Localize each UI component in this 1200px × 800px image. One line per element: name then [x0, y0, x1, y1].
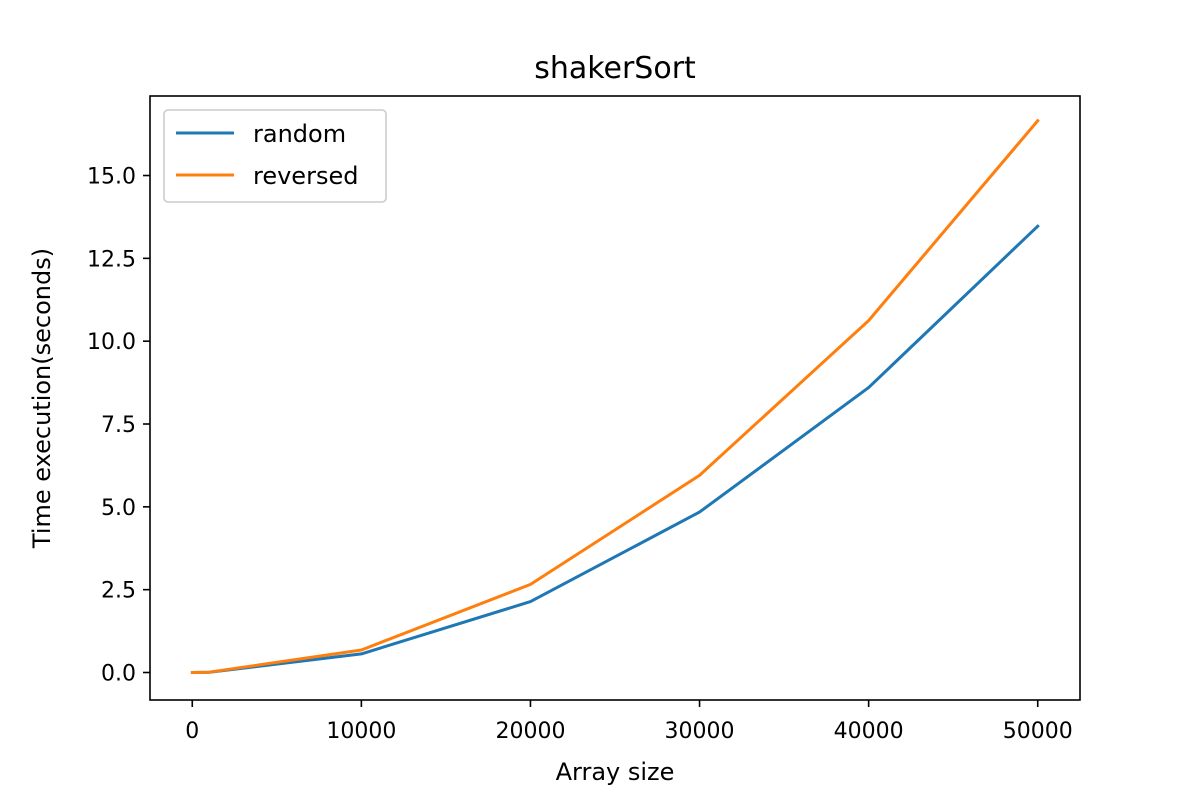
chart-title: shakerSort [534, 51, 696, 86]
y-axis-ticks: 0.0 2.5 5.0 7.5 10.0 12.5 15.0 [87, 165, 150, 687]
y-tick-label: 12.5 [87, 247, 136, 272]
y-tick-label: 0.0 [101, 662, 136, 687]
legend: random reversed [163, 109, 387, 203]
y-tick-label: 2.5 [101, 579, 136, 604]
x-tick-label: 30000 [665, 719, 735, 744]
y-tick-label: 10.0 [87, 330, 136, 355]
y-tick-label: 5.0 [101, 496, 136, 521]
series-lines [190, 118, 1040, 674]
axes-frame [149, 95, 1081, 701]
x-tick-label: 20000 [495, 719, 565, 744]
y-tick-label: 15.0 [87, 165, 136, 190]
legend-label-random: random [253, 120, 346, 148]
x-tick-label: 40000 [834, 719, 904, 744]
x-axis-ticks: 0 10000 20000 30000 40000 50000 [185, 700, 1073, 744]
x-axis-label: Array size [556, 758, 675, 786]
y-tick-label: 7.5 [101, 413, 136, 438]
legend-label-reversed: reversed [253, 162, 358, 190]
x-tick-label: 10000 [326, 719, 396, 744]
series-line-reversed [190, 118, 1040, 674]
x-tick-label: 50000 [1003, 719, 1073, 744]
x-tick-label: 0 [185, 719, 199, 744]
y-axis-label: Time execution(seconds) [28, 248, 56, 549]
